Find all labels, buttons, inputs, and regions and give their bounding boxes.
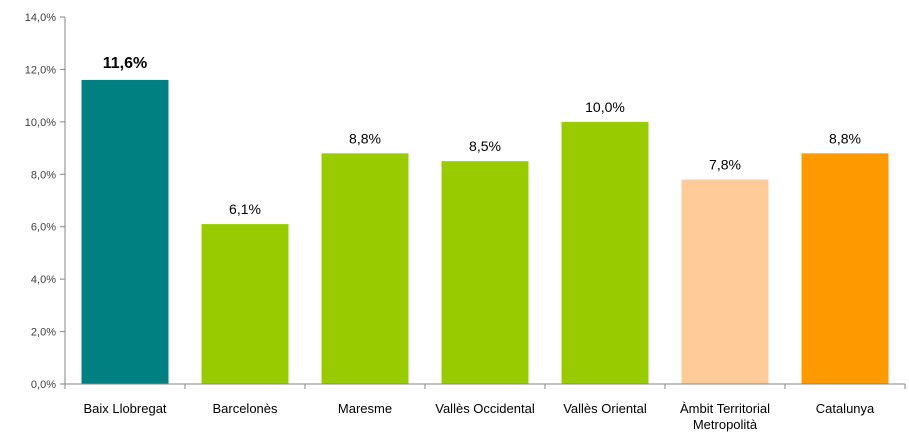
y-tick-label: 12,0% — [25, 64, 56, 76]
data-label: 6,1% — [229, 201, 261, 217]
category-label-line: Barcelonès — [212, 401, 278, 416]
category-label-line: Vallès Oriental — [563, 401, 647, 416]
x-axis: Baix Llobregat Barcelonès Maresme Vallès Oc… — [64, 383, 906, 432]
data-label: 8,5% — [469, 138, 501, 154]
bar — [441, 161, 529, 384]
y-tick-label: 0,0% — [31, 379, 56, 391]
bar — [81, 79, 169, 385]
category-label-line: Catalunya — [816, 401, 875, 416]
bar — [681, 179, 769, 384]
category-label: Barcelonès — [212, 401, 278, 416]
category-label: Àmbit Territorial Metropolità — [680, 401, 770, 432]
y-axis: 0,0% 2,0% 4,0% 6,0% 8,0% 10,0% 12,0% 14,0% — [25, 12, 66, 391]
category-label: Catalunya — [816, 401, 875, 416]
y-tick-label: 2,0% — [31, 327, 56, 339]
bar — [801, 153, 889, 384]
category-label-line: Baix Llobregat — [83, 401, 166, 416]
data-label: 11,6% — [103, 55, 147, 72]
category-label-line: Maresme — [338, 401, 392, 416]
y-tick-label: 8,0% — [31, 169, 56, 181]
bars: 11,6% 6,1% 8,8% 8,5% 10,0% 7,8% 8,8% — [81, 55, 889, 385]
data-label: 7,8% — [709, 157, 741, 173]
bar — [321, 153, 409, 384]
category-label-line: Àmbit Territorial — [680, 401, 770, 416]
category-label: Maresme — [338, 401, 392, 416]
category-label: Vallès Occidental — [435, 401, 535, 416]
category-label-line: Vallès Occidental — [435, 401, 535, 416]
category-label-line: Metropolità — [693, 417, 758, 432]
category-label: Vallès Oriental — [563, 401, 647, 416]
y-tick-label: 4,0% — [31, 274, 56, 286]
bar — [561, 121, 649, 384]
data-label: 8,8% — [349, 130, 381, 146]
bar — [201, 224, 289, 384]
y-tick-label: 6,0% — [31, 222, 56, 234]
category-label: Baix Llobregat — [83, 401, 166, 416]
y-tick-label: 10,0% — [25, 117, 56, 129]
y-tick-label: 14,0% — [25, 12, 56, 24]
data-label: 10,0% — [585, 99, 625, 115]
data-label: 8,8% — [829, 130, 861, 146]
